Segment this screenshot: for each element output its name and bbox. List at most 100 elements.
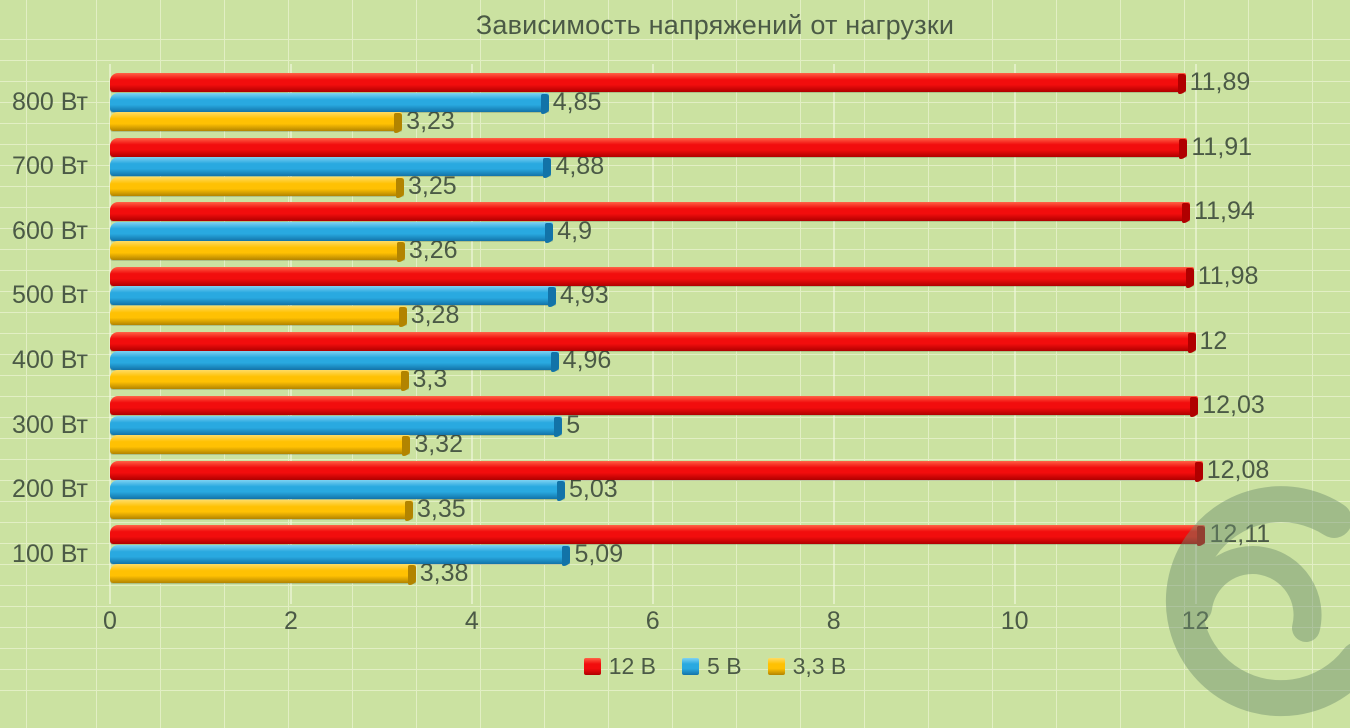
x-tick-label: 10: [1000, 607, 1029, 635]
bar-group-row: 600 Вт 11,94 4,9 3,26: [0, 199, 1350, 263]
bar-end-cap: [398, 306, 407, 327]
category-label: 400 Вт: [12, 345, 88, 374]
bar-end-cap: [540, 93, 549, 114]
x-tick-label: 0: [103, 607, 117, 635]
legend-item: 12 В: [583, 653, 657, 680]
yellow-bar: [110, 305, 407, 327]
red-bar: [110, 525, 1206, 547]
x-tick-label: 2: [283, 607, 298, 635]
red-bar: [110, 460, 1203, 482]
x-tick-label: 4: [464, 607, 479, 635]
bar-value-label: 12: [1199, 326, 1228, 355]
bar-end-cap: [562, 545, 571, 566]
bar-line: 5,03: [110, 477, 1350, 502]
bar-value-label: 3,25: [407, 171, 457, 200]
bar-value-label: 4,85: [552, 87, 602, 116]
bar-value-label: 3,28: [410, 300, 460, 329]
bar-line: 12,08: [110, 457, 1350, 482]
bar-line: 4,85: [110, 87, 1350, 116]
bar-line: 4,93: [110, 281, 1350, 310]
bar-line: 3,26: [110, 238, 1350, 263]
legend-label: 3,3 В: [792, 653, 847, 679]
yellow-bar: [110, 370, 409, 392]
red-bar: [110, 396, 1199, 418]
bar-value-label: 3,32: [414, 429, 463, 458]
bar-end-cap: [395, 177, 404, 198]
bar-line: 4,9: [110, 216, 1350, 245]
bar-stack: 11,91 4,88 3,25: [110, 132, 1350, 200]
bar-end-cap: [1179, 138, 1188, 159]
bar-line: 3,23: [110, 106, 1350, 135]
bar-line: 12,03: [110, 391, 1350, 420]
bar-end-cap: [402, 435, 411, 456]
bar-group-row: 800 Вт 11,89 4,85 3,23: [0, 68, 1350, 135]
bar-end-cap: [1187, 332, 1196, 353]
bar-value-label: 12,03: [1202, 391, 1265, 420]
bar-line: 3,28: [110, 300, 1350, 329]
bar-end-cap: [1197, 526, 1206, 547]
x-tick-label: 6: [645, 607, 660, 635]
bar-line: 11,91: [110, 132, 1350, 161]
bar-group-row: 400 Вт 12 4,96 3,3: [0, 326, 1350, 392]
blue-bar: [110, 480, 565, 502]
yellow-bar: [110, 241, 405, 263]
red-bar: [110, 331, 1196, 353]
bar-end-cap: [1185, 267, 1194, 288]
red-bar: [110, 202, 1191, 224]
bar-value-label: 4,9: [557, 216, 593, 245]
bar-end-cap: [1194, 461, 1203, 482]
bar-stack: 11,98 4,93 3,28: [110, 263, 1350, 329]
bar-group-row: 500 Вт 11,98 4,93 3,28: [0, 263, 1350, 329]
bar-value-label: 11,89: [1189, 68, 1251, 97]
bar-line: 3,32: [110, 429, 1350, 458]
yellow-bar: [110, 111, 403, 133]
bar-end-cap: [550, 351, 559, 372]
bar-value-label: 4,96: [562, 345, 612, 374]
x-tick-label: 12: [1181, 607, 1210, 635]
bar-stack: 11,89 4,85 3,23: [110, 68, 1350, 135]
bar-value-label: 5,09: [574, 539, 624, 568]
bar-line: 12: [110, 326, 1350, 355]
red-bar: [110, 73, 1186, 95]
blue-bar: [110, 415, 563, 437]
bar-group-row: 300 Вт 12,03 5 3,32: [0, 391, 1350, 458]
bar-end-cap: [405, 500, 414, 521]
chart-title: Зависимость напряжений от нагрузки: [475, 10, 955, 40]
bar-end-cap: [545, 222, 554, 243]
bar-line: 3,35: [110, 496, 1350, 521]
bar-value-label: 11,91: [1191, 132, 1253, 161]
bar-value-label: 4,93: [559, 281, 609, 310]
blue-bar: [110, 350, 559, 372]
blue-legend-swatch-icon: [682, 658, 700, 675]
bar-end-cap: [400, 371, 409, 392]
red-bar: [110, 137, 1188, 159]
red-bar: [110, 266, 1194, 288]
category-label: 100 Вт: [12, 539, 88, 568]
bar-end-cap: [547, 287, 556, 308]
bar-line: 11,98: [110, 263, 1350, 288]
legend-item: 3,3 В: [767, 653, 847, 680]
bar-group-row: 200 Вт 12,08 5,03 3,35: [0, 457, 1350, 521]
blue-bar: [110, 544, 571, 566]
blue-bar: [110, 157, 552, 179]
bar-end-cap: [1177, 74, 1186, 95]
category-label: 700 Вт: [12, 152, 88, 181]
bar-value-label: 3,23: [406, 106, 455, 135]
bar-line: 12,11: [110, 520, 1350, 549]
bar-end-cap: [407, 565, 416, 586]
yellow-bar: [110, 564, 416, 586]
bar-group-row: 100 Вт 12,11 5,09 3,38: [0, 520, 1350, 586]
bar-value-label: 5: [566, 410, 581, 439]
legend-item: 5 В: [682, 653, 742, 680]
bar-end-cap: [1190, 397, 1199, 418]
bar-line: 3,3: [110, 367, 1350, 392]
bar-stack: 12,11 5,09 3,38: [110, 520, 1350, 586]
yellow-bar: [110, 434, 411, 456]
bar-line: 4,88: [110, 154, 1350, 179]
category-label: 600 Вт: [12, 216, 88, 245]
category-label: 800 Вт: [12, 87, 88, 116]
bar-value-label: 12,11: [1209, 520, 1271, 549]
legend-label: 5 В: [707, 653, 742, 679]
bar-line: 3,25: [110, 171, 1350, 200]
legend-label: 12 В: [608, 653, 657, 679]
